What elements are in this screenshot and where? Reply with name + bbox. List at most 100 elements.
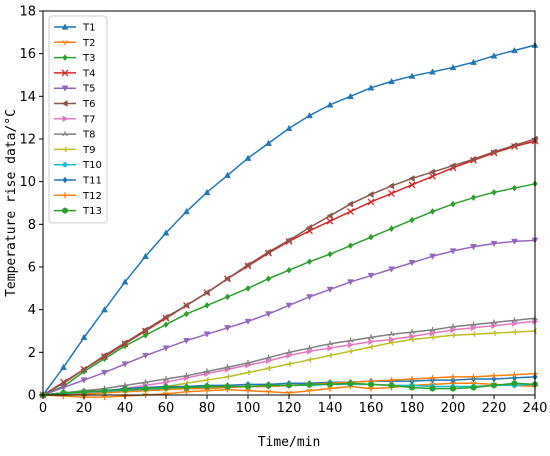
data-point xyxy=(409,329,415,335)
legend-marker xyxy=(62,131,68,137)
data-point xyxy=(327,344,334,352)
data-point xyxy=(326,101,334,108)
data-point xyxy=(183,310,190,318)
data-point xyxy=(305,224,313,231)
data-point xyxy=(142,379,149,385)
data-point xyxy=(327,381,333,388)
data-point xyxy=(245,383,251,390)
x-tick-label: 220 xyxy=(482,401,507,416)
data-point xyxy=(326,286,334,293)
data-point xyxy=(327,352,333,359)
data-point xyxy=(429,385,436,392)
data-point xyxy=(265,389,272,395)
data-point xyxy=(367,191,374,198)
legend-label: T13 xyxy=(82,206,102,217)
data-point xyxy=(265,382,272,389)
data-point xyxy=(80,365,87,373)
data-point xyxy=(450,332,456,339)
data-point xyxy=(163,321,169,329)
data-point xyxy=(306,258,313,266)
data-point xyxy=(491,319,497,325)
legend-label: T8 xyxy=(82,130,95,141)
data-point xyxy=(388,339,394,346)
data-point xyxy=(409,376,415,382)
data-point xyxy=(224,383,231,390)
legend-marker xyxy=(62,115,69,123)
data-point xyxy=(306,347,314,355)
data-point xyxy=(327,340,333,346)
data-point xyxy=(162,345,170,352)
y-tick-label: 8 xyxy=(28,218,36,233)
legend-label: T11 xyxy=(82,176,102,187)
data-point xyxy=(162,229,170,236)
data-point xyxy=(142,352,149,360)
legend-marker xyxy=(62,40,68,46)
data-point xyxy=(142,385,149,392)
y-tick-label: 4 xyxy=(28,303,36,318)
data-point xyxy=(183,372,190,378)
data-point xyxy=(245,360,251,366)
data-point xyxy=(491,382,497,389)
data-point xyxy=(80,333,88,341)
legend-label: T1 xyxy=(82,23,95,34)
data-point xyxy=(388,225,395,233)
data-point xyxy=(245,388,251,394)
y-tick-label: 0 xyxy=(28,389,36,404)
legend-label: T4 xyxy=(82,68,95,79)
x-tick-label: 0 xyxy=(39,401,47,416)
data-point xyxy=(264,248,272,256)
y-tick-label: 2 xyxy=(28,346,36,361)
data-point xyxy=(59,379,67,387)
legend-marker xyxy=(62,192,68,199)
data-point xyxy=(326,217,334,225)
data-point xyxy=(306,345,313,351)
data-point xyxy=(511,184,518,192)
data-point xyxy=(388,77,395,85)
data-point xyxy=(224,364,231,370)
axis-ticks: 0 20 40 60 80 100 120 140 160 180 200 220 240 0 2 4 6 8 10… xyxy=(19,5,547,417)
data-point xyxy=(388,189,395,197)
data-point xyxy=(510,141,518,149)
data-point xyxy=(470,331,476,338)
legend-entry: T12 xyxy=(54,191,102,202)
data-point xyxy=(244,318,252,325)
data-point xyxy=(121,361,129,368)
data-point xyxy=(470,384,477,391)
data-point xyxy=(204,383,210,390)
data-point xyxy=(265,365,271,372)
series-T5 xyxy=(39,237,539,399)
data-point xyxy=(162,313,169,321)
data-point xyxy=(347,379,354,387)
series-T6 xyxy=(39,135,538,399)
data-point xyxy=(470,244,477,251)
data-point xyxy=(265,357,273,365)
data-point xyxy=(347,279,354,286)
data-point xyxy=(122,386,128,393)
data-point xyxy=(122,382,128,388)
data-point xyxy=(182,301,190,309)
data-point xyxy=(450,326,457,334)
data-point xyxy=(285,124,293,131)
data-point xyxy=(367,84,375,91)
data-point xyxy=(428,168,436,176)
data-point xyxy=(327,386,333,392)
legend-marker xyxy=(61,85,69,92)
legend-entry: T13 xyxy=(54,206,102,217)
data-point xyxy=(265,275,272,283)
data-point xyxy=(532,328,538,334)
x-tick-label: 80 xyxy=(199,401,216,416)
data-point xyxy=(409,216,415,224)
data-point xyxy=(450,376,456,384)
data-point xyxy=(368,338,375,346)
data-point xyxy=(101,387,108,395)
legend-label: T9 xyxy=(82,145,95,156)
legend-entry: T1 xyxy=(54,23,95,34)
data-point xyxy=(60,363,67,370)
legend-marker xyxy=(62,176,68,184)
data-point xyxy=(204,368,210,374)
data-point xyxy=(224,293,231,301)
data-point xyxy=(326,212,333,220)
data-point xyxy=(244,154,252,161)
series-layer xyxy=(39,41,539,401)
data-point xyxy=(347,341,355,349)
